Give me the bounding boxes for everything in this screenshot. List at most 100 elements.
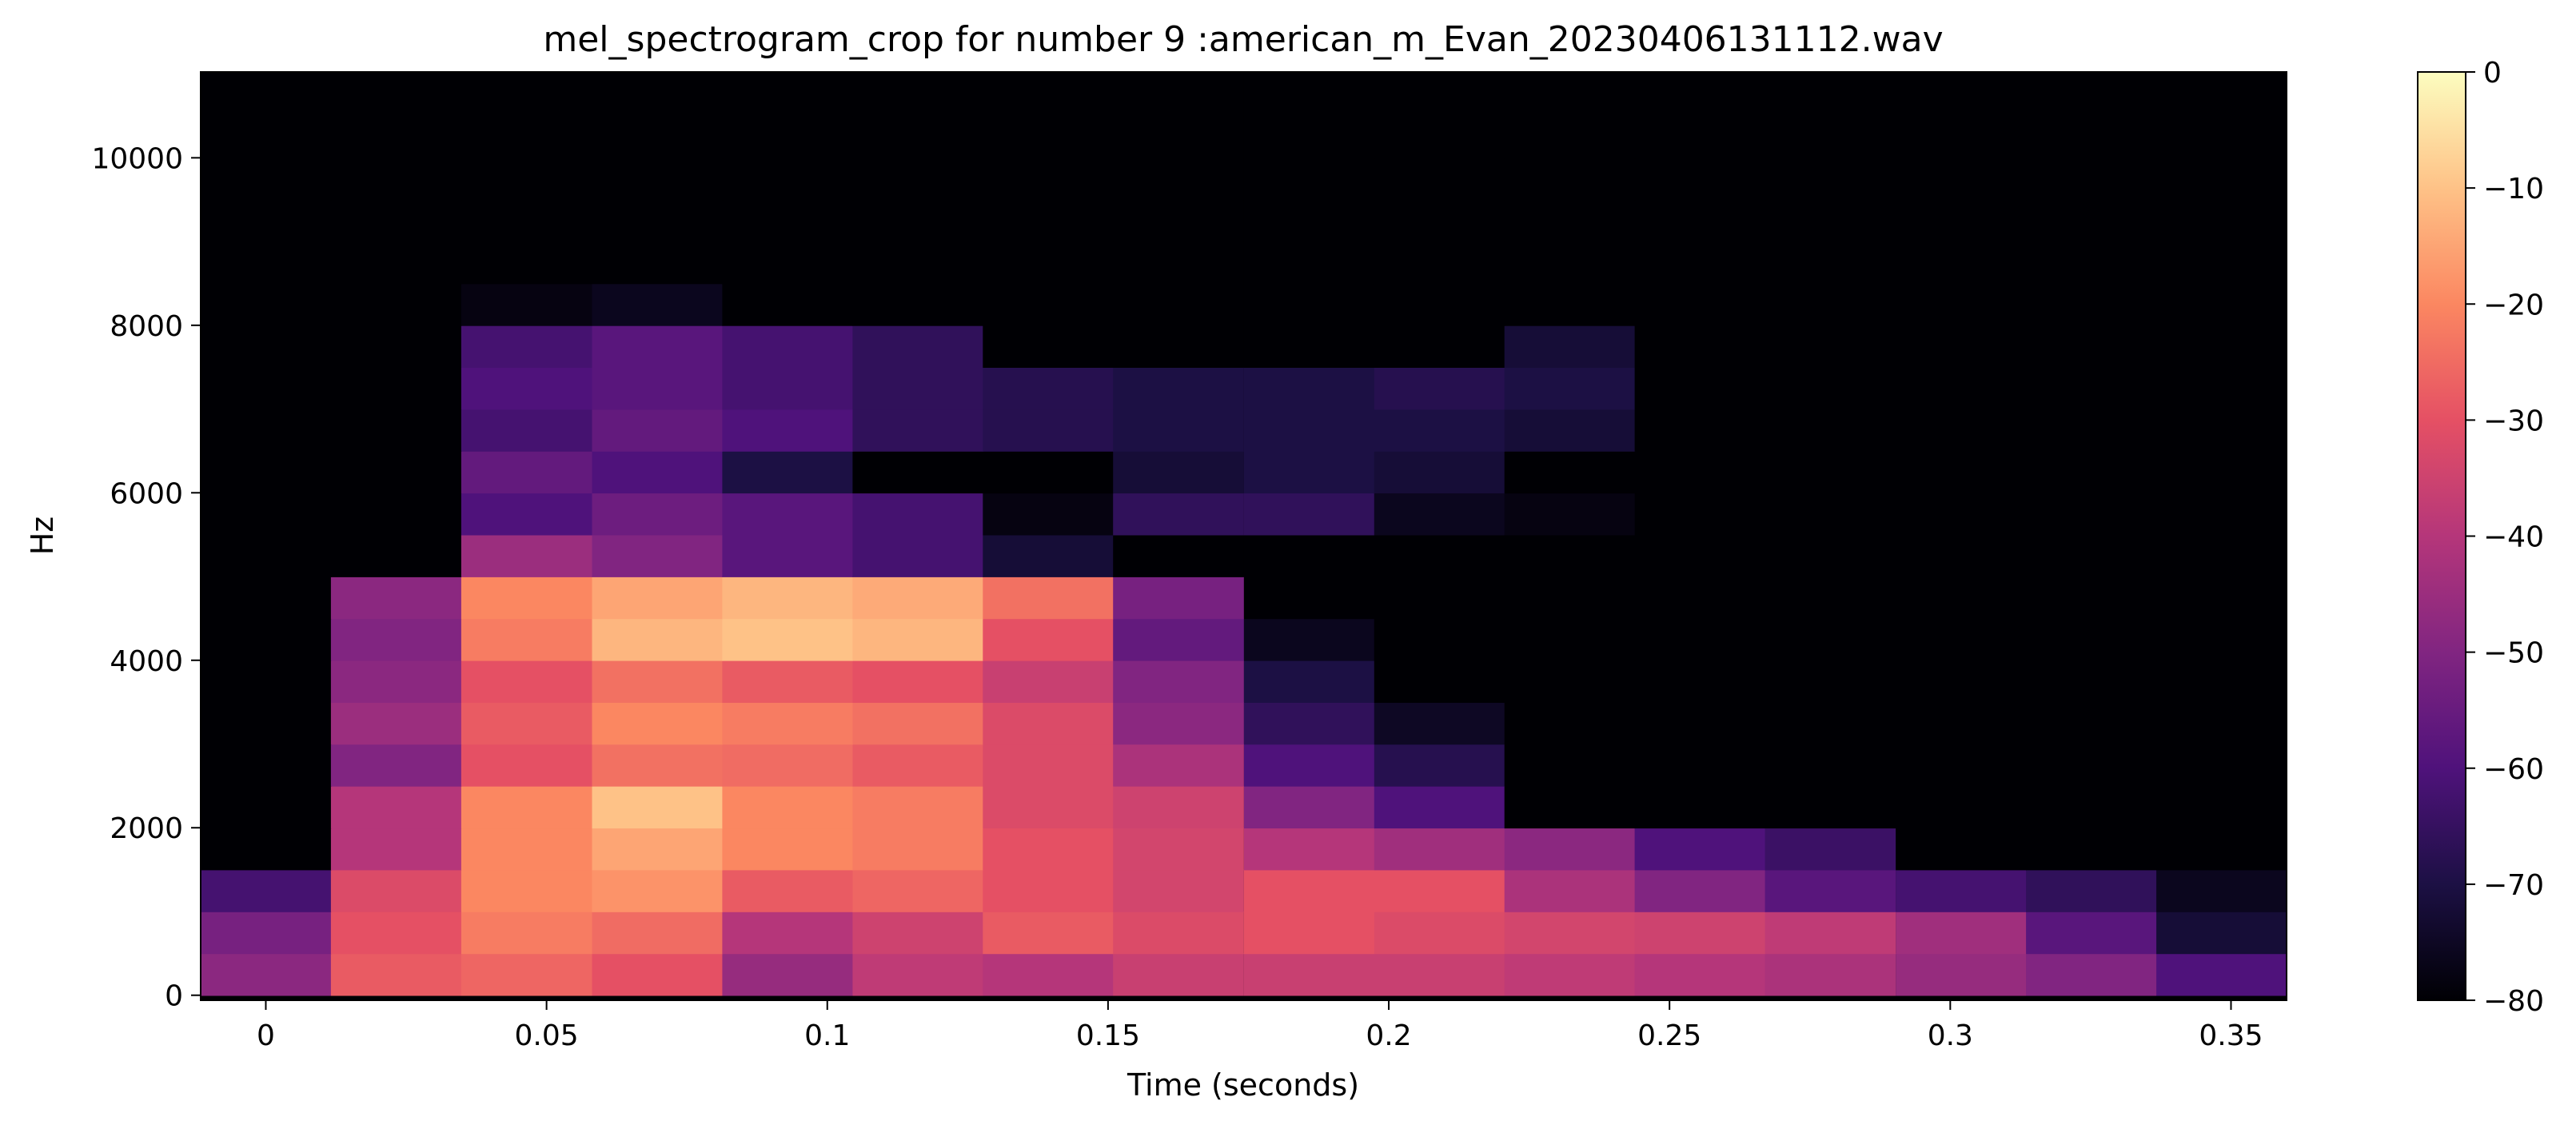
spectrogram-cell	[1634, 702, 1766, 745]
spectrogram-cell	[1504, 493, 1636, 536]
spectrogram-cell	[722, 953, 854, 996]
spectrogram-cell	[722, 702, 854, 745]
spectrogram-cell	[2156, 199, 2287, 242]
spectrogram-cell	[722, 493, 854, 536]
spectrogram-cell	[852, 953, 984, 996]
spectrogram-cell	[1896, 283, 2027, 326]
spectrogram-cell	[983, 828, 1114, 871]
spectrogram-cell	[722, 325, 854, 368]
spectrogram-cell	[722, 241, 854, 285]
spectrogram-cell	[330, 116, 462, 159]
spectrogram-cell	[592, 576, 724, 620]
colorbar-tick-label: −10	[2483, 173, 2544, 205]
spectrogram-cell	[330, 367, 462, 410]
spectrogram-cells	[201, 74, 2287, 996]
spectrogram-cell	[983, 450, 1114, 494]
spectrogram-cell	[852, 74, 984, 117]
spectrogram-cell	[461, 744, 592, 787]
spectrogram-cell	[201, 450, 332, 494]
spectrogram-cell	[1374, 912, 1505, 955]
spectrogram-cell	[1896, 953, 2027, 996]
spectrogram-cell	[1243, 869, 1375, 912]
spectrogram-cell	[2026, 325, 2157, 368]
spectrogram-cell	[1243, 409, 1375, 452]
spectrogram-cell	[201, 158, 332, 201]
spectrogram-cell	[1374, 199, 1505, 242]
spectrogram-cell	[1243, 785, 1375, 829]
plot-frame	[200, 71, 2287, 1001]
spectrogram-cell	[2026, 409, 2157, 452]
y-tick-label: 2000	[110, 812, 183, 845]
spectrogram-cell	[1896, 869, 2027, 912]
colorbar-tick-label: −20	[2483, 289, 2544, 321]
spectrogram-cell	[1113, 618, 1244, 661]
colorbar-ticks: 0 −10 −20 −30 −40 −50 −60 −70 −80	[2466, 57, 2544, 1018]
spectrogram-cell	[330, 618, 462, 661]
spectrogram-cell	[1634, 283, 1766, 326]
spectrogram-cell	[2026, 450, 2157, 494]
spectrogram-cell	[461, 493, 592, 536]
spectrogram-cell	[722, 660, 854, 703]
spectrogram-cell	[461, 283, 592, 326]
spectrogram-cell	[592, 325, 724, 368]
spectrogram-cell	[722, 576, 854, 620]
spectrogram-cell	[722, 158, 854, 201]
spectrogram-cell	[2026, 660, 2157, 703]
spectrogram-cell	[1243, 283, 1375, 326]
spectrogram-cell	[1634, 74, 1766, 117]
spectrogram-cell	[2156, 241, 2287, 285]
spectrogram-cell	[983, 241, 1114, 285]
spectrogram-cell	[1634, 660, 1766, 703]
y-tick-label: 4000	[110, 645, 183, 678]
spectrogram-cell	[983, 367, 1114, 410]
spectrogram-cell	[983, 283, 1114, 326]
spectrogram-cell	[592, 241, 724, 285]
spectrogram-cell	[592, 785, 724, 829]
spectrogram-cell	[1765, 534, 1896, 577]
spectrogram-cell	[1896, 493, 2027, 536]
spectrogram-cell	[1765, 367, 1896, 410]
spectrogram-cell	[201, 241, 332, 285]
spectrogram-cell	[2026, 912, 2157, 955]
spectrogram-cell	[201, 912, 332, 955]
spectrogram-cell	[1634, 199, 1766, 242]
spectrogram-cell	[201, 534, 332, 577]
spectrogram-cell	[201, 660, 332, 703]
spectrogram-cell	[1504, 283, 1636, 326]
spectrogram-cell	[592, 158, 724, 201]
spectrogram-cell	[592, 702, 724, 745]
spectrogram-cell	[1896, 534, 2027, 577]
spectrogram-cell	[722, 450, 854, 494]
y-axis-ticks: 0 2000 4000 6000 8000 10000	[91, 142, 201, 1013]
spectrogram-cell	[852, 702, 984, 745]
spectrogram-cell	[1374, 409, 1505, 452]
spectrogram-cell	[1113, 493, 1244, 536]
spectrogram-cell	[2156, 869, 2287, 912]
spectrogram-cell	[461, 702, 592, 745]
spectrogram-cell	[1113, 912, 1244, 955]
spectrogram-cell	[1765, 199, 1896, 242]
spectrogram-cell	[722, 912, 854, 955]
spectrogram-cell	[1374, 74, 1505, 117]
spectrogram-cell	[1504, 660, 1636, 703]
spectrogram-cell	[2026, 241, 2157, 285]
spectrogram-cell	[1374, 744, 1505, 787]
spectrogram-cell	[983, 785, 1114, 829]
chart-title: mel_spectrogram_crop for number 9 :ameri…	[543, 19, 1943, 60]
spectrogram-cell	[983, 534, 1114, 577]
spectrogram-cell	[1243, 199, 1375, 242]
spectrogram-cell	[2156, 828, 2287, 871]
spectrogram-cell	[1634, 953, 1766, 996]
spectrogram-cell	[1243, 116, 1375, 159]
spectrogram-cell	[201, 785, 332, 829]
spectrogram-cell	[983, 576, 1114, 620]
spectrogram-cell	[852, 116, 984, 159]
spectrogram-cell	[201, 199, 332, 242]
spectrogram-cell	[592, 618, 724, 661]
x-axis-ticks: 0 0.05 0.1 0.15 0.2 0.25 0.3 0.35	[257, 1000, 2263, 1052]
spectrogram-cell	[1504, 367, 1636, 410]
spectrogram-cell	[1765, 702, 1896, 745]
spectrogram-cell	[461, 74, 592, 117]
spectrogram-cell	[983, 74, 1114, 117]
spectrogram-cell	[1765, 116, 1896, 159]
